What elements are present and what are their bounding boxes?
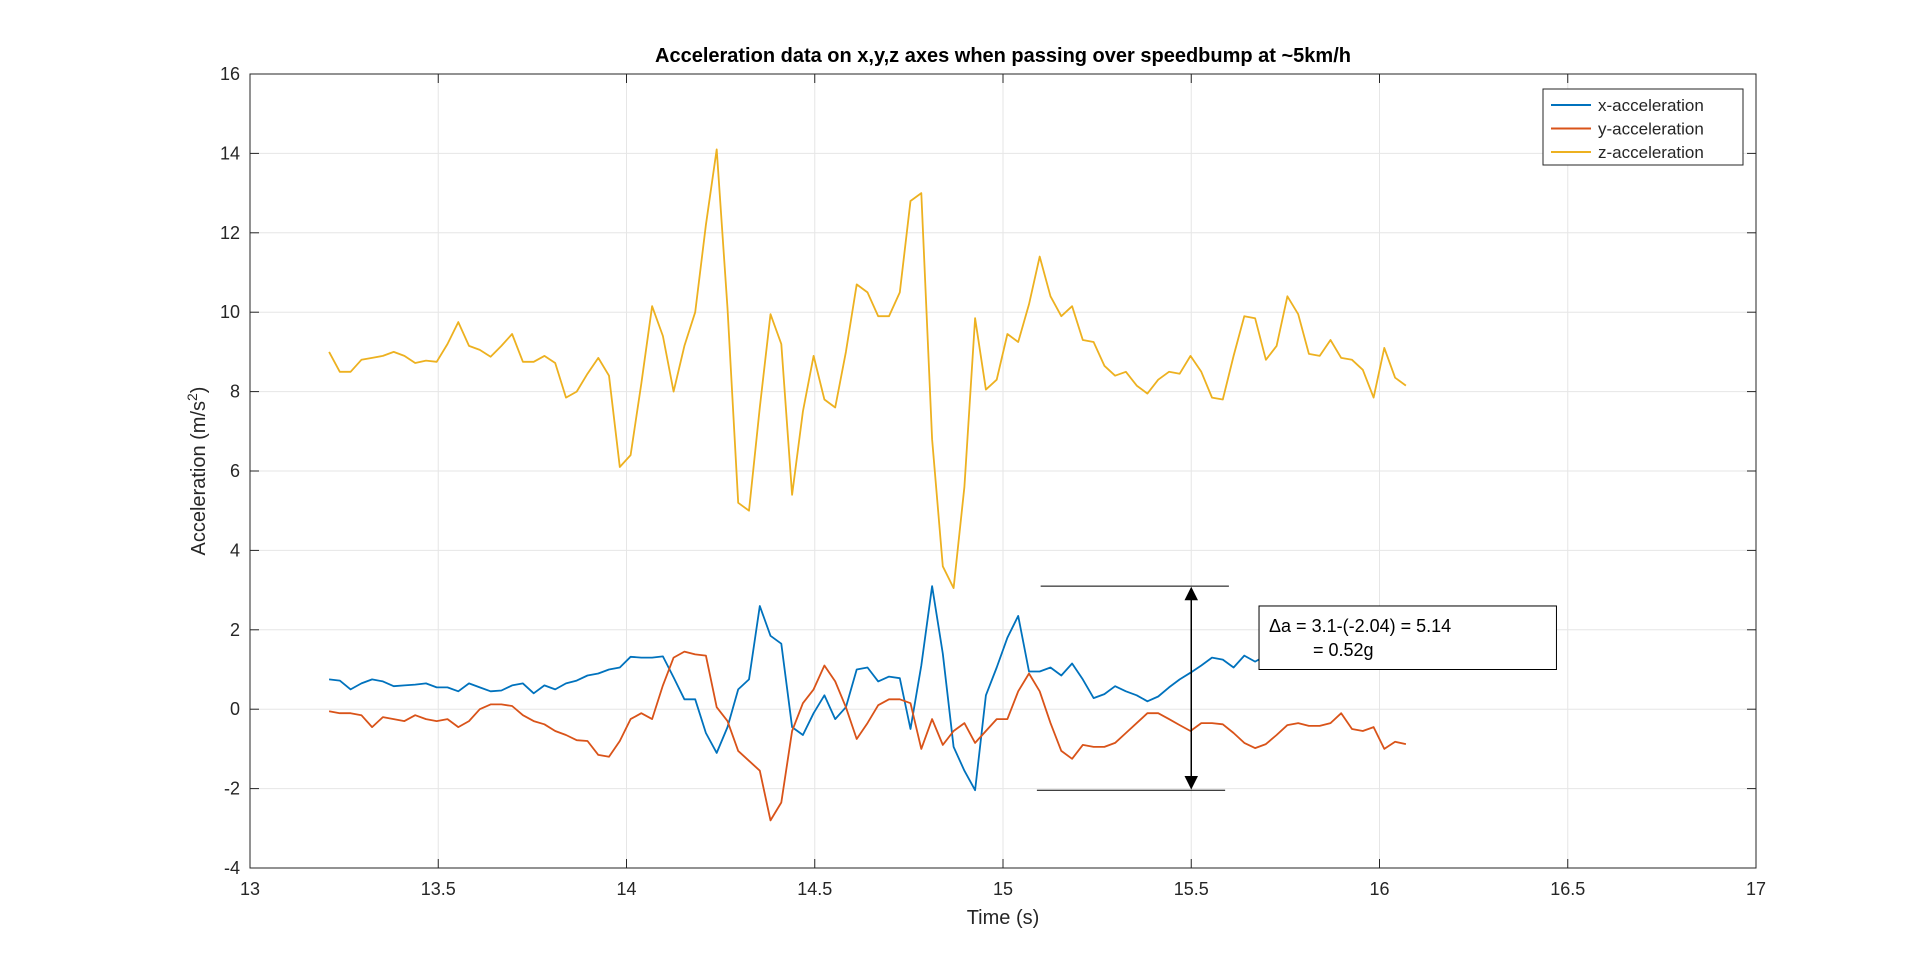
x-tick-label: 14.5 bbox=[797, 879, 832, 899]
chart-title: Acceleration data on x,y,z axes when pas… bbox=[655, 45, 1351, 67]
y-tick-label: -4 bbox=[224, 858, 240, 878]
y-tick-label: 8 bbox=[230, 382, 240, 402]
y-axis-label-main: Acceleration (m/s bbox=[188, 401, 210, 556]
x-tick-label: 13 bbox=[240, 879, 260, 899]
x-tick-label: 16 bbox=[1369, 879, 1389, 899]
series-line-z-acceleration bbox=[328, 148, 1407, 589]
tick-labels: 13 13.5 14 14.5 15 15.5 16 16.5 17 -4 -2 0 2 4 6 8 10 12 1… bbox=[220, 64, 1766, 899]
legend-label: z-acceleration bbox=[1598, 143, 1704, 162]
legend-label: x-acceleration bbox=[1598, 96, 1704, 115]
y-tick-label: 14 bbox=[220, 143, 240, 163]
x-tick-label: 13.5 bbox=[421, 879, 456, 899]
y-axis-label-close: ) bbox=[188, 387, 210, 394]
x-tick-label: 17 bbox=[1746, 879, 1766, 899]
x-tick-label: 14 bbox=[616, 879, 636, 899]
annotation-line-2: = 0.52g bbox=[1313, 640, 1374, 660]
y-tick-label: 4 bbox=[230, 540, 240, 560]
annotation-box bbox=[1258, 605, 1557, 670]
y-axis-label: Acceleration (m/s2) bbox=[184, 387, 210, 556]
series-line-y-acceleration bbox=[328, 650, 1407, 822]
x-tick-label: 15 bbox=[993, 879, 1013, 899]
y-tick-label: -2 bbox=[224, 779, 240, 799]
series-line-x-acceleration bbox=[328, 585, 1407, 792]
delta-annotation: Δa = 3.1-(-2.04) = 5.14 = 0.52g bbox=[1036, 585, 1557, 791]
y-tick-label: 2 bbox=[230, 620, 240, 640]
grid bbox=[249, 73, 1757, 869]
series-group bbox=[328, 148, 1407, 822]
y-tick-label: 12 bbox=[220, 223, 240, 243]
x-axis-label: Time (s) bbox=[967, 907, 1040, 929]
legend: x-acceleration y-acceleration z-accelerati… bbox=[1542, 88, 1744, 166]
legend-label: y-acceleration bbox=[1598, 120, 1704, 139]
y-tick-label: 10 bbox=[220, 302, 240, 322]
x-tick-label: 15.5 bbox=[1174, 879, 1209, 899]
y-tick-label: 0 bbox=[230, 699, 240, 719]
y-tick-label: 16 bbox=[220, 64, 240, 84]
x-tick-label: 16.5 bbox=[1550, 879, 1585, 899]
y-tick-label: 6 bbox=[230, 461, 240, 481]
annotation-line-1: Δa = 3.1-(-2.04) = 5.14 bbox=[1269, 616, 1451, 636]
y-axis-label-superscript: 2 bbox=[184, 393, 200, 401]
axes bbox=[249, 73, 1757, 869]
